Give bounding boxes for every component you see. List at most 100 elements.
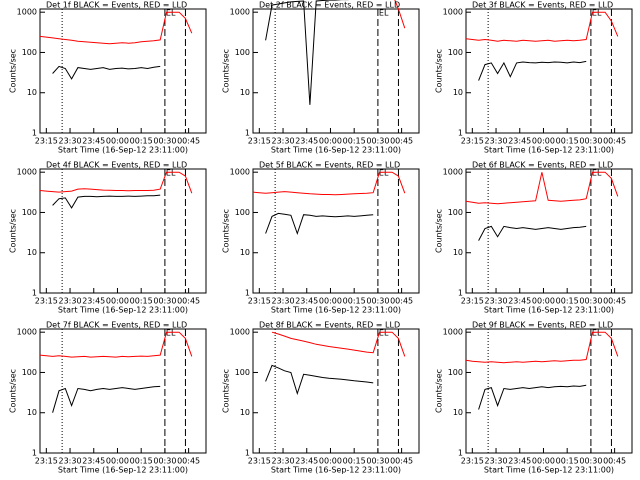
- y-tick-label: 1: [245, 449, 250, 458]
- x-tick-label: 23:45: [508, 137, 531, 146]
- series-line: [465, 171, 619, 205]
- panel: 1 10 100 1000 23:15 23:30 23:45 00:00 00:15 00:30…: [9, 1, 207, 155]
- x-tick-label: 00:30: [579, 137, 602, 146]
- y-axis-label: Counts/sec: [435, 49, 444, 93]
- chart-title: Det 2f BLACK = Events, RED = LLD: [259, 1, 400, 10]
- x-tick-label: 23:45: [295, 297, 318, 306]
- x-tick-label: 23:30: [485, 297, 508, 306]
- x-tick-label: 00:30: [366, 457, 389, 466]
- y-tick-label: 100: [22, 208, 37, 217]
- annotation: EL: [166, 9, 176, 18]
- x-tick-label: 23:30: [272, 137, 295, 146]
- series-line: [39, 331, 193, 358]
- series-line: [52, 194, 161, 209]
- x-tick-label: 00:30: [153, 457, 176, 466]
- x-tick-label: 00:15: [343, 297, 366, 306]
- y-tick-label: 1000: [443, 168, 463, 177]
- x-axis-label: Start Time (16-Sep-12 23:11:00): [58, 466, 188, 475]
- y-tick-label: 100: [448, 368, 463, 377]
- x-tick-label: 23:30: [59, 297, 82, 306]
- y-tick-label: 100: [22, 368, 37, 377]
- x-tick-label: 23:30: [485, 457, 508, 466]
- x-tick-label: 00:30: [366, 297, 389, 306]
- y-tick-label: 100: [235, 48, 250, 57]
- y-tick-label: 100: [448, 208, 463, 217]
- y-tick-label: 10: [240, 248, 250, 257]
- chart-title: Det 9f BLACK = Events, RED = LLD: [472, 321, 613, 330]
- series-line: [478, 384, 587, 410]
- x-tick-label: 23:15: [248, 457, 271, 466]
- series-line: [478, 60, 587, 81]
- y-tick-label: 1: [32, 289, 37, 298]
- y-axis-label: Counts/sec: [435, 209, 444, 253]
- y-tick-label: 10: [240, 408, 250, 417]
- x-tick-label: 00:30: [153, 297, 176, 306]
- x-tick-label: 23:45: [508, 297, 531, 306]
- series-line: [252, 171, 406, 196]
- y-tick-label: 1000: [17, 168, 37, 177]
- x-tick-label: 00:00: [106, 457, 129, 466]
- plot-frame: [39, 168, 207, 294]
- x-tick-label: 00:45: [603, 297, 626, 306]
- series-line: [478, 225, 587, 241]
- x-tick-label: 00:15: [130, 457, 153, 466]
- series-line: [39, 11, 193, 45]
- x-tick-label: 23:15: [248, 297, 271, 306]
- plot-frame: [465, 168, 633, 294]
- y-axis-label: Counts/sec: [9, 49, 18, 93]
- x-tick-label: 23:45: [295, 457, 318, 466]
- x-tick-label: 23:15: [461, 457, 484, 466]
- chart-title: Det 4f BLACK = Events, RED = LLD: [46, 161, 187, 170]
- plot-frame: [465, 8, 633, 134]
- x-tick-label: 00:45: [603, 137, 626, 146]
- x-tick-label: 00:15: [130, 297, 153, 306]
- plot-frame: [252, 168, 420, 294]
- plot-frame: [252, 8, 420, 134]
- y-tick-label: 1: [245, 289, 250, 298]
- x-tick-label: 23:15: [461, 137, 484, 146]
- annotation: EL: [379, 329, 389, 338]
- annotation: EL: [592, 9, 602, 18]
- panel: 1 10 100 1000 23:15 23:30 23:45 00:00 00:15 00:30…: [222, 0, 420, 155]
- x-tick-label: 00:15: [343, 137, 366, 146]
- x-tick-label: 23:30: [59, 457, 82, 466]
- panel: 1 10 100 1000 23:15 23:30 23:45 00:00 00:15 00:30…: [9, 161, 207, 315]
- x-tick-label: 00:00: [532, 137, 555, 146]
- x-tick-label: 00:45: [177, 137, 200, 146]
- y-tick-label: 100: [235, 368, 250, 377]
- annotation: EL: [379, 169, 389, 178]
- y-tick-label: 1000: [230, 328, 250, 337]
- x-tick-label: 23:15: [35, 297, 58, 306]
- y-axis-label: Counts/sec: [222, 369, 231, 413]
- plot-frame: [39, 328, 207, 454]
- y-tick-label: 100: [448, 48, 463, 57]
- x-tick-label: 23:45: [82, 137, 105, 146]
- chart-title: Det 7f BLACK = Events, RED = LLD: [46, 321, 187, 330]
- x-tick-label: 00:45: [177, 457, 200, 466]
- y-tick-label: 1000: [443, 8, 463, 17]
- x-axis-label: Start Time (16-Sep-12 23:11:00): [271, 306, 401, 315]
- x-tick-label: 00:30: [153, 137, 176, 146]
- x-tick-label: 00:00: [319, 137, 342, 146]
- y-tick-label: 1: [458, 289, 463, 298]
- x-tick-label: 23:30: [272, 297, 295, 306]
- series-line: [271, 331, 406, 357]
- x-tick-label: 23:15: [461, 297, 484, 306]
- y-tick-label: 1000: [230, 8, 250, 17]
- x-tick-label: 23:15: [248, 137, 271, 146]
- series-line: [52, 65, 161, 80]
- series-line: [465, 11, 619, 42]
- x-tick-label: 23:15: [35, 137, 58, 146]
- y-tick-label: 1: [458, 449, 463, 458]
- x-tick-label: 23:15: [35, 457, 58, 466]
- y-tick-label: 1: [245, 129, 250, 138]
- x-axis-label: Start Time (16-Sep-12 23:11:00): [271, 146, 401, 155]
- x-tick-label: 00:15: [343, 457, 366, 466]
- y-tick-label: 1: [458, 129, 463, 138]
- x-tick-label: 00:45: [390, 457, 413, 466]
- x-tick-label: 00:30: [579, 297, 602, 306]
- y-tick-label: 10: [27, 88, 37, 97]
- y-axis-label: Counts/sec: [9, 209, 18, 253]
